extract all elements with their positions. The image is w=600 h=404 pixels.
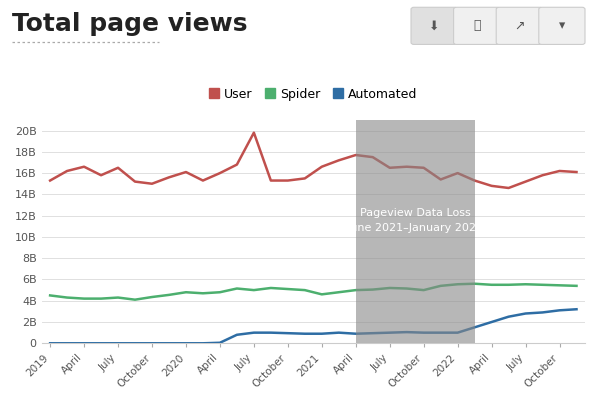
Text: Pageview Data Loss
June 2021–January 2022: Pageview Data Loss June 2021–January 202… — [347, 208, 483, 233]
Text: ⛓: ⛓ — [473, 19, 481, 32]
Text: ▾: ▾ — [559, 19, 565, 32]
Text: Total page views: Total page views — [12, 12, 248, 36]
Text: ⬇: ⬇ — [429, 19, 439, 32]
Text: ↗: ↗ — [514, 19, 524, 32]
Legend: User, Spider, Automated: User, Spider, Automated — [204, 82, 422, 105]
Bar — [356, 120, 475, 343]
